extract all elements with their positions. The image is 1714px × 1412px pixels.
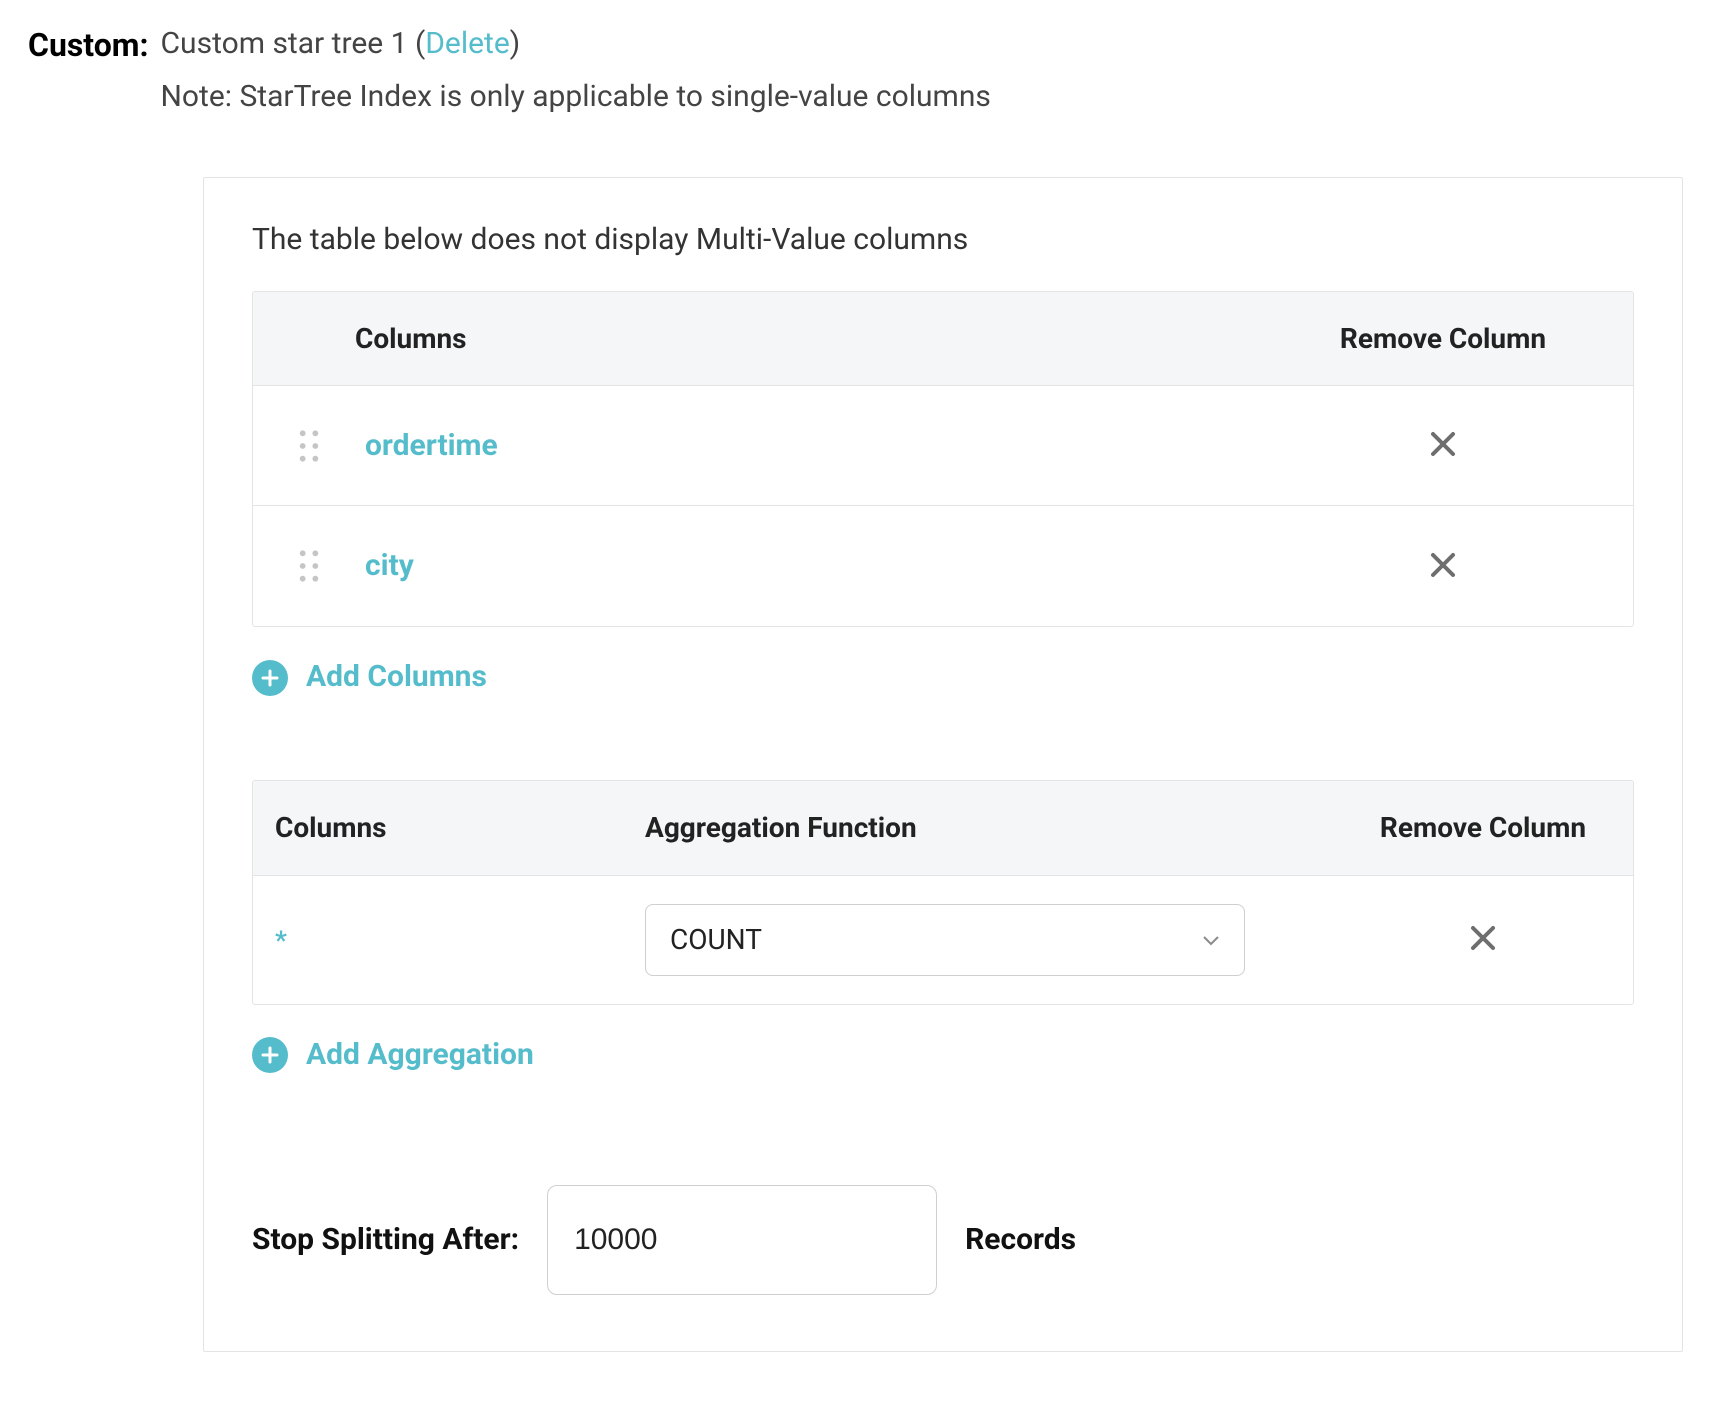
plus-icon: [252, 1037, 288, 1073]
agg-function-select[interactable]: COUNT: [645, 904, 1245, 976]
config-note: Note: StarTree Index is only applicable …: [161, 77, 1686, 118]
drag-handle-icon[interactable]: [296, 547, 322, 585]
aggregation-table-header: Columns Aggregation Function Remove Colu…: [253, 781, 1633, 876]
agg-column-name[interactable]: *: [275, 926, 287, 956]
remove-column-button[interactable]: [1421, 543, 1465, 587]
stop-splitting-unit: Records: [965, 1220, 1076, 1261]
stop-splitting-label: Stop Splitting After:: [252, 1220, 519, 1261]
chevron-down-icon: [1202, 934, 1220, 946]
remove-aggregation-button[interactable]: [1461, 916, 1505, 960]
column-name[interactable]: ordertime: [365, 428, 498, 463]
section-label: Custom:: [28, 24, 149, 67]
table-row: ordertime: [253, 386, 1633, 506]
agg-header-remove: Remove Column: [1333, 781, 1633, 875]
add-aggregation-label: Add Aggregation: [306, 1035, 534, 1076]
table-row: * COUNT: [253, 876, 1633, 1004]
drag-handle-icon[interactable]: [296, 427, 322, 465]
columns-table: Columns Remove Column ordertime: [252, 291, 1634, 628]
add-aggregation-button[interactable]: Add Aggregation: [252, 1035, 1634, 1076]
agg-header-columns: Columns: [253, 781, 623, 875]
remove-column-button[interactable]: [1421, 422, 1465, 466]
table-row: city: [253, 506, 1633, 626]
plus-icon: [252, 660, 288, 696]
columns-header-remove: Remove Column: [1253, 292, 1633, 386]
paren-close: ): [510, 26, 520, 61]
add-columns-label: Add Columns: [306, 657, 487, 698]
paren-open: (: [415, 26, 425, 61]
agg-header-function: Aggregation Function: [623, 781, 1333, 875]
config-title-line: Custom star tree 1 (Delete): [161, 24, 1686, 65]
column-name[interactable]: city: [365, 548, 414, 583]
stop-splitting-row: Stop Splitting After: Records: [252, 1185, 1634, 1295]
delete-link[interactable]: Delete: [425, 26, 510, 61]
stop-splitting-input[interactable]: [547, 1185, 937, 1295]
columns-header-columns: Columns: [343, 292, 1253, 386]
columns-table-header: Columns Remove Column: [253, 292, 1633, 387]
add-columns-button[interactable]: Add Columns: [252, 657, 1634, 698]
panel-intro: The table below does not display Multi-V…: [252, 220, 1634, 261]
config-panel: The table below does not display Multi-V…: [203, 177, 1683, 1352]
config-title: Custom star tree 1: [161, 26, 408, 61]
aggregation-table: Columns Aggregation Function Remove Colu…: [252, 780, 1634, 1005]
agg-function-value: COUNT: [670, 921, 762, 959]
